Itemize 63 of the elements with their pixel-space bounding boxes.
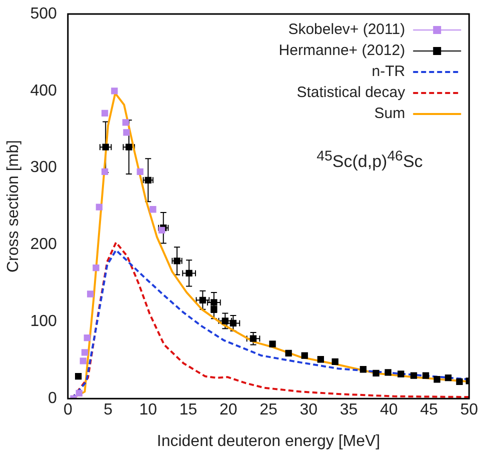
y-tick-label: 300	[30, 159, 57, 176]
point	[422, 372, 430, 379]
y-axis-title: Cross section [mb]	[5, 140, 22, 273]
x-tick-label: 30	[300, 402, 318, 419]
y-tick-label: 0	[48, 390, 57, 408]
point	[410, 372, 418, 379]
point	[122, 119, 129, 126]
point	[75, 372, 82, 380]
point	[360, 366, 367, 373]
x-axis-title: Incident deuteron energy [MeV]	[156, 432, 380, 450]
point	[101, 168, 108, 176]
point	[285, 350, 292, 357]
point	[250, 335, 257, 342]
x-tick-label: 50	[460, 402, 478, 419]
y-tick-label: 500	[30, 5, 57, 22]
point	[87, 290, 94, 298]
point	[136, 168, 144, 176]
point	[210, 306, 218, 313]
point	[81, 349, 88, 356]
point	[210, 299, 218, 306]
point	[199, 296, 206, 304]
x-tick-label: 25	[260, 402, 278, 419]
x-tick-label: 10	[139, 402, 158, 419]
x-tick-label: 45	[420, 402, 438, 419]
x-tick-label: 35	[340, 402, 358, 419]
x-tick-label: 20	[219, 402, 238, 419]
y-tick-label: 200	[30, 236, 57, 254]
point	[186, 270, 192, 277]
x-tick-label: 15	[179, 402, 198, 419]
point	[332, 358, 338, 366]
point	[84, 334, 90, 342]
point	[222, 318, 228, 324]
point	[76, 390, 82, 397]
point	[301, 352, 308, 359]
point	[372, 370, 380, 377]
legend-label: n-TR	[372, 63, 406, 80]
y-tick-label: 400	[30, 82, 57, 100]
point	[80, 358, 86, 364]
point	[126, 144, 132, 150]
point	[434, 376, 440, 383]
x-tick-label: 5	[104, 402, 113, 419]
point	[92, 264, 100, 272]
point	[96, 204, 103, 210]
point	[230, 320, 237, 327]
point	[102, 144, 109, 150]
point	[398, 370, 404, 378]
annotation: $^{45}$Sc(d,p)$^{46}$Sc	[316, 148, 423, 172]
legend-label: Sum	[374, 105, 406, 122]
y-tick-label: 100	[30, 313, 57, 330]
legend-label: Statistical decay	[296, 84, 406, 102]
point	[456, 378, 463, 386]
legend-label: Skobelev+ (2011)	[288, 21, 406, 38]
point	[150, 206, 156, 213]
x-tick-label: 0	[63, 402, 72, 419]
point	[269, 340, 276, 348]
point	[101, 110, 108, 117]
point	[111, 88, 118, 94]
legend-label: Hermanne+ (2012)	[278, 42, 406, 60]
point	[317, 356, 324, 363]
point	[384, 369, 392, 376]
point	[123, 129, 130, 136]
point	[444, 374, 452, 382]
x-tick-label: 40	[380, 402, 398, 419]
